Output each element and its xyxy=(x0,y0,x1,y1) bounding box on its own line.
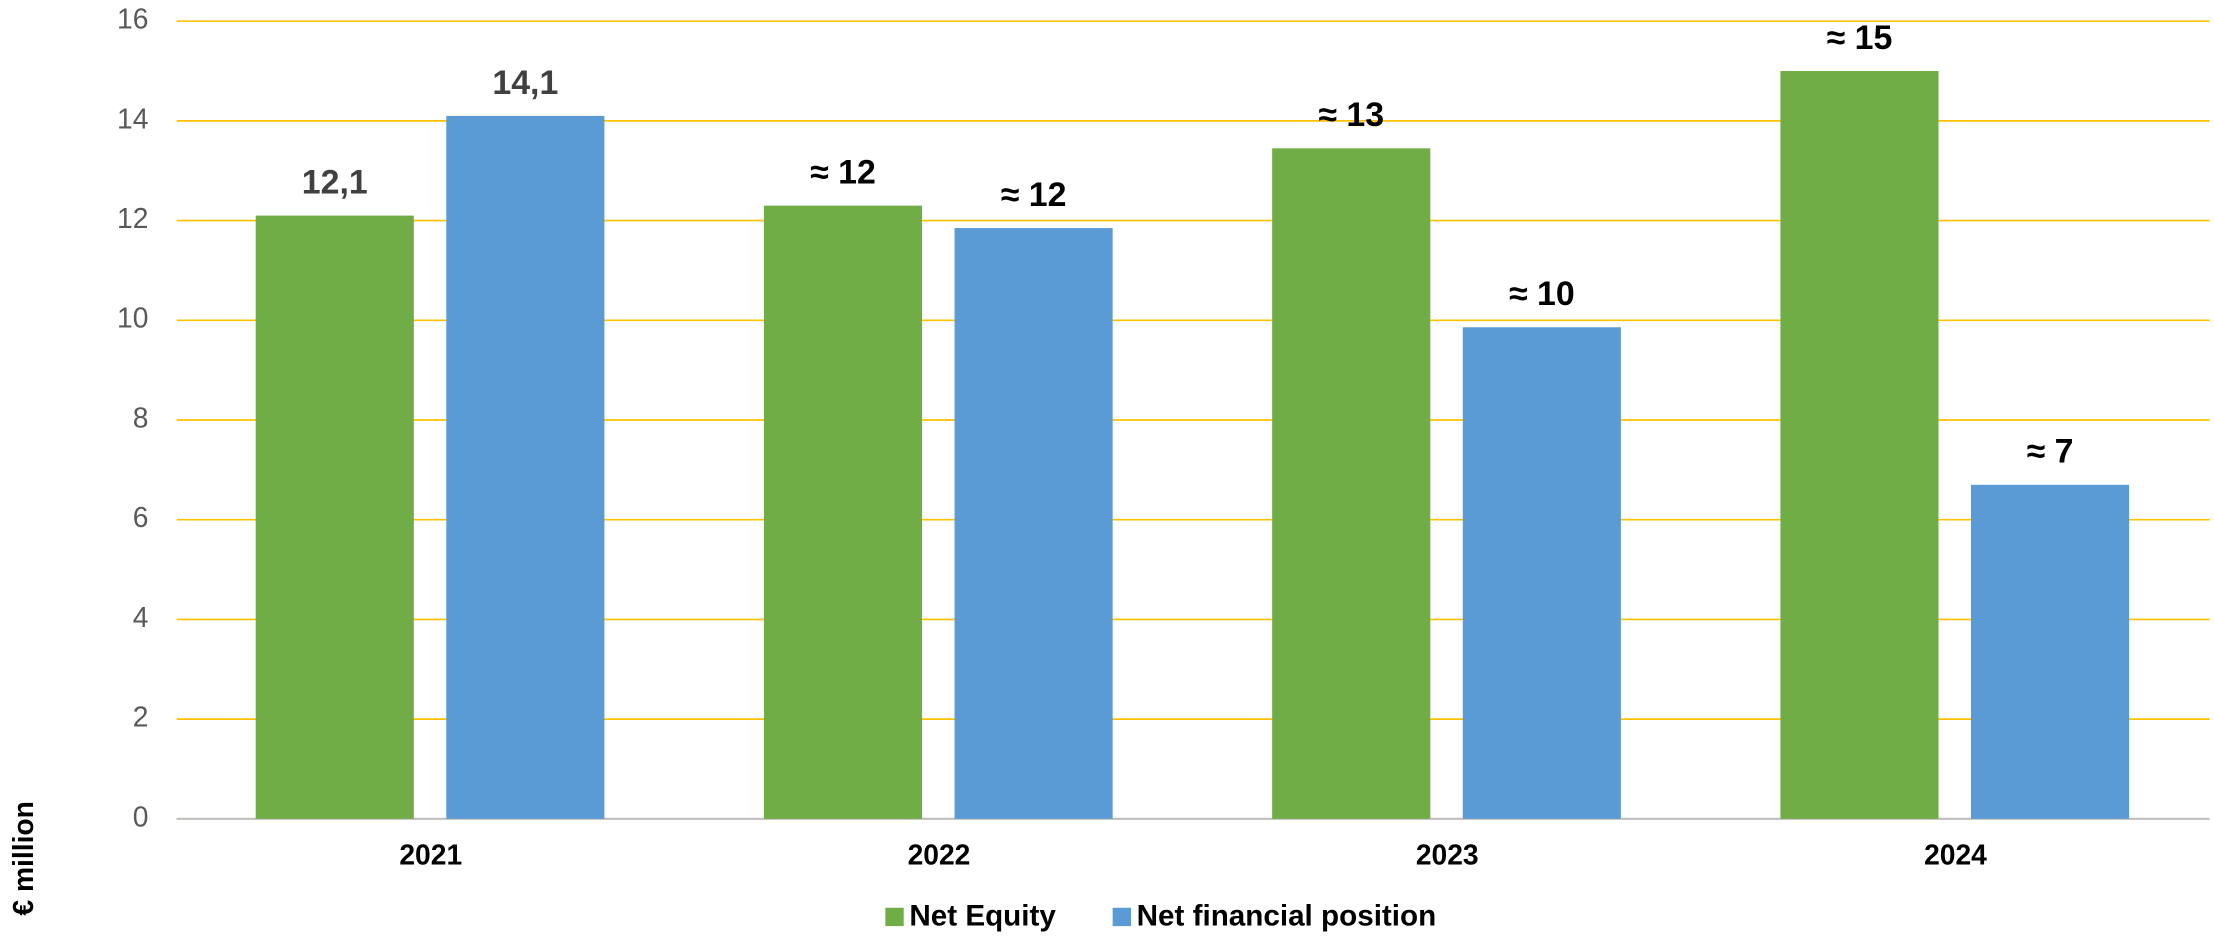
bar xyxy=(1462,327,1621,819)
bar xyxy=(446,115,605,819)
bar xyxy=(255,215,414,819)
data-label: 14,1 xyxy=(492,64,558,102)
y-axis-label: € million xyxy=(7,801,39,915)
legend-label: Net financial position xyxy=(1137,899,1437,932)
legend-swatch xyxy=(1112,907,1131,927)
bar xyxy=(1780,71,1939,819)
y-tick-label: 14 xyxy=(117,102,148,134)
y-tick-label: 12 xyxy=(117,202,148,234)
legend-swatch xyxy=(885,907,904,927)
x-tick-label: 2022 xyxy=(908,838,971,870)
y-tick-label: 10 xyxy=(117,302,148,334)
bar xyxy=(954,228,1113,819)
legend-label: Net Equity xyxy=(909,899,1056,932)
data-label: ≈ 7 xyxy=(2027,433,2074,471)
data-label: ≈ 10 xyxy=(1509,275,1575,313)
data-label: 12,1 xyxy=(302,163,368,201)
bar xyxy=(763,205,923,819)
data-label: ≈ 15 xyxy=(1827,19,1893,57)
x-tick-label: 2021 xyxy=(399,838,462,870)
data-label: ≈ 13 xyxy=(1318,96,1384,134)
y-tick-label: 8 xyxy=(133,401,149,433)
bar xyxy=(1272,148,1431,819)
y-tick-label: 2 xyxy=(133,701,149,733)
y-tick-label: 4 xyxy=(133,601,149,633)
x-tick-label: 2023 xyxy=(1416,838,1479,870)
y-tick-label: 0 xyxy=(133,800,149,832)
data-label: ≈ 12 xyxy=(810,154,876,192)
x-tick-label: 2024 xyxy=(1924,838,1987,870)
y-tick-label: 6 xyxy=(133,501,149,533)
bar xyxy=(1971,484,2130,819)
y-tick-label: 16 xyxy=(117,3,148,35)
data-label: ≈ 12 xyxy=(1001,176,1067,214)
